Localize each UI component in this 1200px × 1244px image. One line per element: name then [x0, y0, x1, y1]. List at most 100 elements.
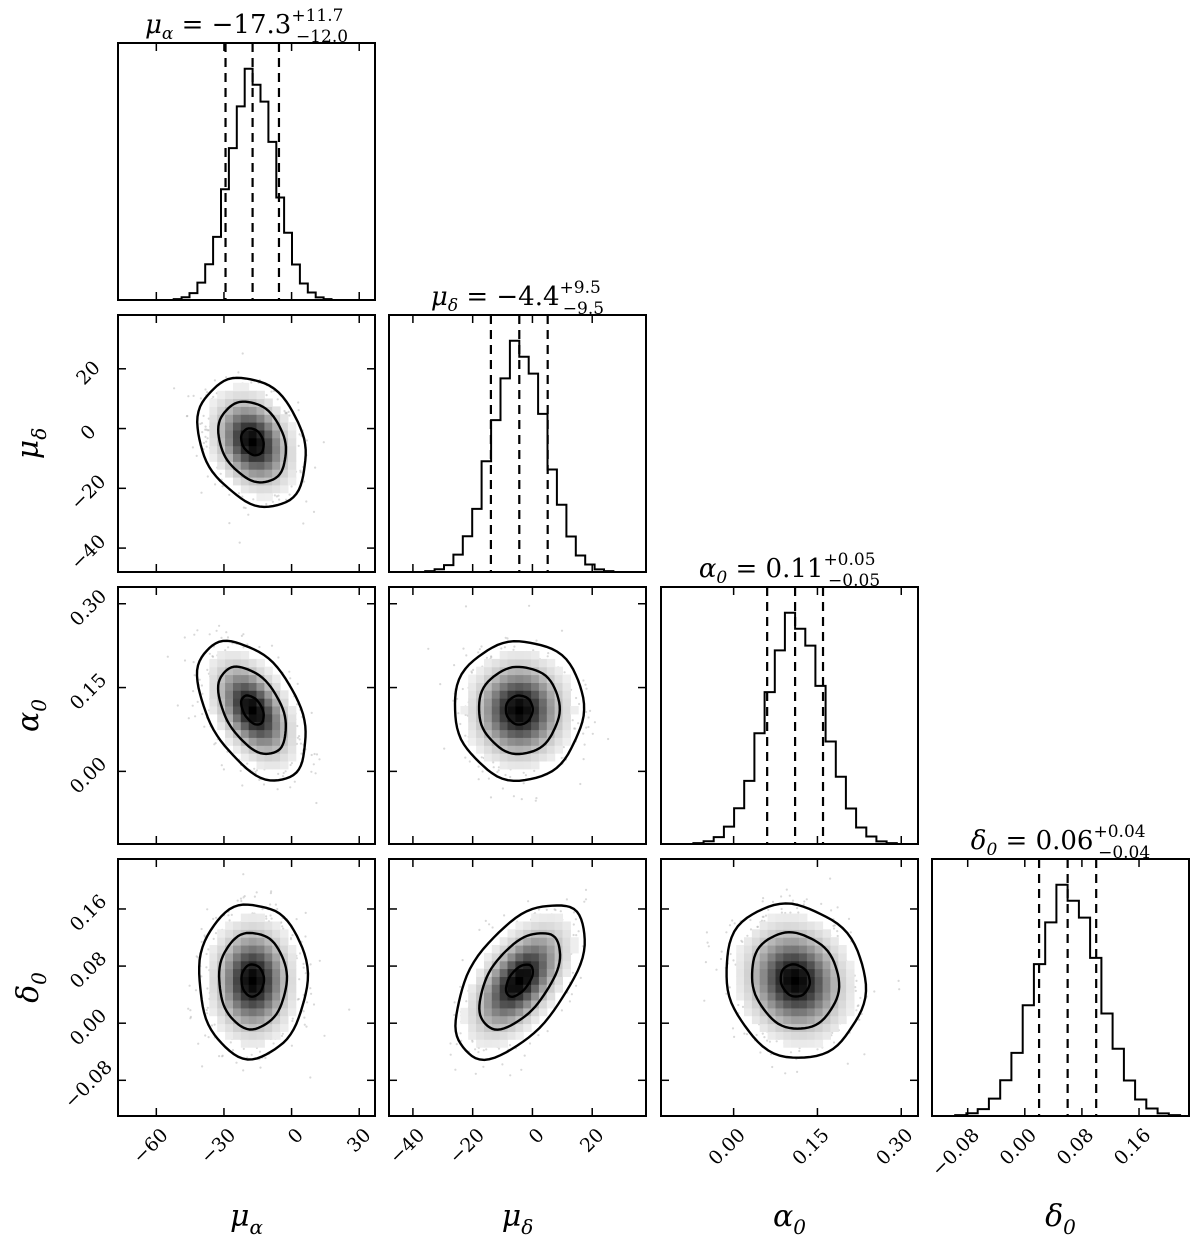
density-cell [280, 477, 289, 486]
y-tick-label-2-0: 0.00 [66, 753, 111, 798]
density-cell [546, 984, 556, 993]
density-cell [491, 737, 501, 746]
scatter-point [302, 1010, 305, 1013]
density-cell [515, 984, 524, 993]
density-cell [491, 1023, 501, 1032]
panel-title-3: δ0 = 0.06+0.04 −0.04 [971, 822, 1150, 863]
scatter-point [288, 414, 291, 417]
density-cell [225, 674, 234, 683]
density-cell [783, 984, 792, 993]
scatter-point [546, 655, 549, 658]
density-cell [287, 706, 297, 715]
density-cell [507, 745, 516, 754]
density-cell [814, 929, 824, 938]
scatter-point [512, 795, 516, 798]
density-cell [272, 721, 281, 731]
density-cell [523, 721, 532, 731]
density-cell [256, 745, 265, 754]
density-cell [554, 690, 563, 699]
density-cell [538, 945, 548, 954]
density-cell [225, 706, 234, 715]
scatter-point [206, 475, 209, 478]
density-cell [240, 721, 250, 731]
scatter-point [554, 908, 557, 912]
density-cell [468, 721, 477, 731]
density-cell [240, 937, 250, 946]
x-axis-label-2: α0 [773, 1199, 806, 1239]
density-cell [264, 1015, 273, 1025]
scatter-point [570, 993, 574, 996]
scatter-point [289, 936, 293, 940]
scatter-point [760, 919, 764, 922]
scatter-point [577, 930, 580, 933]
density-cell [484, 1000, 493, 1009]
density-cell [240, 406, 250, 415]
scatter-point [306, 1001, 309, 1004]
density-cell [264, 706, 273, 715]
scatter-point [449, 1042, 452, 1045]
scatter-point [465, 1000, 468, 1003]
density-cell [759, 1023, 769, 1032]
density-cell [476, 1039, 485, 1048]
scatter-panel-1-0 [117, 314, 376, 573]
density-cell [751, 968, 761, 977]
density-cell [751, 1000, 761, 1009]
scatter-point [282, 927, 285, 930]
density-cell [256, 698, 265, 707]
scatter-point [201, 712, 204, 716]
density-cell [280, 968, 289, 977]
scatter-point [242, 1047, 245, 1050]
scatter-point [290, 485, 293, 488]
panel-frame-2-1 [388, 586, 647, 845]
scatter-point [238, 541, 241, 544]
density-cell [484, 698, 493, 707]
density-cell [209, 690, 218, 699]
scatter-point [206, 668, 209, 672]
density-cell [272, 921, 281, 930]
scatter-point [271, 500, 274, 503]
density-cell [217, 937, 226, 946]
density-cell [491, 1031, 501, 1040]
scatter-point [470, 670, 473, 673]
density-cell [523, 952, 532, 962]
scatter-point [571, 719, 574, 722]
scatter-point [480, 645, 483, 648]
density-cell [570, 945, 579, 954]
density-cell [491, 1000, 501, 1009]
density-cell [523, 937, 532, 946]
scatter-point [584, 898, 588, 901]
density-cell [554, 745, 563, 754]
scatter-point [276, 788, 279, 791]
scatter-point [503, 914, 506, 917]
density-cell [272, 484, 281, 494]
density-cell [240, 1007, 250, 1017]
density-cell [759, 921, 769, 930]
scatter-point [524, 774, 528, 777]
density-cell [838, 952, 847, 962]
density-cell [233, 429, 242, 439]
density-cell [233, 952, 242, 962]
density-cell [806, 960, 816, 970]
density-cell [791, 937, 800, 946]
density-cell [476, 682, 485, 691]
scatter-point [504, 636, 507, 639]
density-cell [264, 745, 273, 754]
density-cell [240, 382, 250, 392]
density-cell [225, 1000, 234, 1009]
density-cell [233, 658, 242, 668]
density-cell [767, 984, 776, 993]
density-cell [468, 984, 477, 993]
density-cell [515, 753, 524, 762]
panel-frame-3-0 [117, 858, 376, 1117]
scatter-point [836, 906, 839, 909]
density-cell [799, 992, 808, 1001]
scatter-point [270, 917, 273, 920]
scatter-point [228, 522, 231, 525]
density-cell [225, 698, 234, 707]
density-cell [217, 1015, 226, 1025]
y-axis-label-1: μδ [11, 428, 51, 460]
density-cell [830, 984, 839, 993]
density-cell [507, 721, 516, 731]
density-cell [767, 1007, 776, 1017]
density-cell [225, 960, 234, 970]
